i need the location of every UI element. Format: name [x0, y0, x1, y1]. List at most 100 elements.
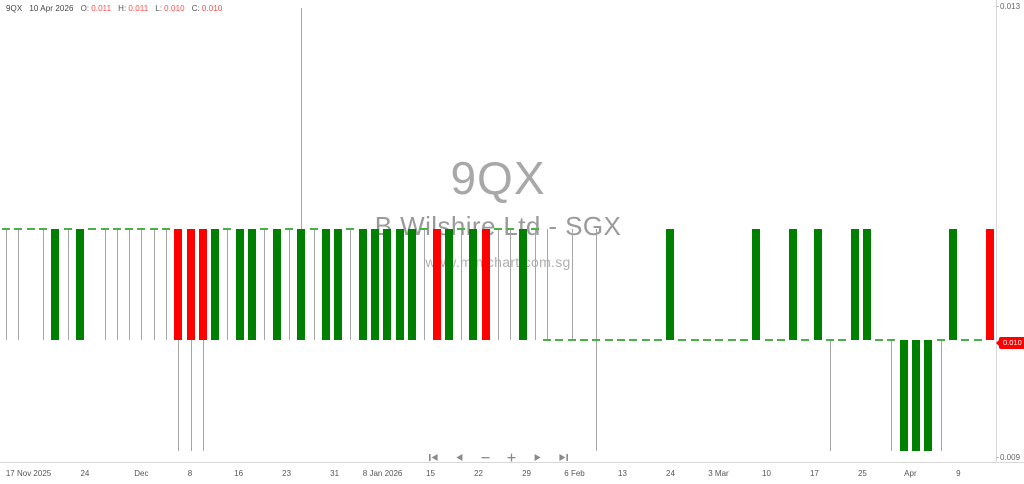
date-axis-tick: 13 [618, 469, 627, 478]
zoom-in-button[interactable] [505, 451, 518, 464]
candle-doji-tick [64, 228, 72, 231]
candle-wick [941, 340, 942, 451]
candle-doji-tick [838, 339, 846, 342]
candle-wick [314, 229, 315, 341]
candle-doji-tick [678, 339, 686, 342]
candle-wick [191, 229, 192, 451]
candle-doji-tick [715, 339, 723, 342]
candlestick-series [2, 7, 994, 451]
date-axis-tick: 24 [666, 469, 675, 478]
ohlc-open-label: O: [80, 4, 90, 13]
candle-wick [498, 229, 499, 341]
date-axis-tick: 24 [80, 469, 90, 478]
date-axis-tick: 16 [234, 469, 244, 478]
candle-doji-tick [642, 339, 650, 342]
candle-body [187, 229, 195, 341]
candle-body [949, 229, 957, 341]
date-axis-tick: 3 Mar [708, 469, 729, 478]
candle-wick [227, 229, 228, 341]
date-axis-tick: 9 [956, 469, 961, 478]
candle-doji-tick [101, 228, 109, 231]
candle-wick [424, 229, 425, 341]
candle-doji-tick [150, 228, 158, 231]
candle-wick [547, 229, 548, 341]
step-forward-button[interactable] [531, 451, 544, 464]
ohlc-readout: 9QX 10 Apr 2026 O: 0.011 H: 0.011 L: 0.010 C: 0.0… [6, 4, 222, 14]
axis-baseline [0, 462, 1024, 463]
date-axis-tick: 6 Feb [564, 469, 585, 478]
zoom-out-button[interactable] [479, 451, 492, 464]
candle-body [174, 229, 182, 341]
candle-body [851, 229, 859, 341]
price-plot-area[interactable]: 9QX B Wilshire Ltd - SGX www.minichart.c… [0, 0, 996, 462]
candle-doji-tick [420, 228, 428, 231]
play-forward-icon [532, 452, 543, 463]
price-axis-tick-label: 0.009 [1000, 453, 1021, 462]
candle-body [297, 229, 305, 341]
ohlc-symbol: 9QX [6, 4, 23, 13]
date-axis-tick: 8 [187, 469, 193, 478]
candle-doji-tick [2, 228, 10, 231]
candle-wick [203, 229, 204, 451]
date-axis-tick: Dec [134, 469, 149, 478]
date-axis-tick: 10 [762, 469, 771, 478]
ohlc-open-value: 0.011 [91, 4, 112, 13]
candle-doji-tick [113, 228, 121, 231]
candle-doji-tick [260, 228, 268, 231]
candle-body [789, 229, 797, 341]
candle-body [273, 229, 281, 341]
price-axis[interactable]: 0.013 0.009 0.010 [996, 0, 1024, 462]
candle-wick [891, 340, 892, 451]
candle-doji-tick [88, 228, 96, 231]
candle-body [863, 229, 871, 341]
skip-to-end-button[interactable] [557, 451, 570, 464]
candle-doji-tick [506, 228, 514, 231]
price-axis-tick: 0.013 [996, 2, 1021, 11]
plus-icon [506, 452, 517, 463]
step-back-button[interactable] [453, 451, 466, 464]
candle-body [322, 229, 330, 341]
ohlc-low-value: 0.010 [164, 4, 185, 13]
candle-wick [289, 229, 290, 341]
candle-doji-tick [777, 339, 785, 342]
candle-body [334, 229, 342, 341]
candle-body [76, 229, 84, 341]
candle-doji-tick [826, 339, 834, 342]
candle-doji-tick [875, 339, 883, 342]
candle-doji-tick [137, 228, 145, 231]
candle-wick [535, 229, 536, 341]
price-axis-tick-label: 0.013 [1000, 2, 1021, 11]
candle-wick [178, 229, 179, 451]
date-axis[interactable]: 17 Nov 2025 24 Dec 8 16 23 31 8 Jan 2026 15 22 29 6… [0, 463, 996, 484]
ohlc-close-label: C: [191, 4, 200, 13]
date-axis-tick: 15 [426, 469, 436, 478]
skip-back-icon [428, 452, 439, 463]
skip-to-start-button[interactable] [427, 451, 440, 464]
candle-doji-tick [654, 339, 662, 342]
candle-doji-tick [937, 339, 945, 342]
candle-doji-tick [592, 339, 600, 342]
candle-body [199, 229, 207, 341]
candle-body [396, 229, 404, 341]
date-axis-tick: 25 [857, 469, 867, 478]
date-axis-tick: 23 [282, 469, 292, 478]
candle-wick [117, 229, 118, 341]
candle-doji-tick [14, 228, 22, 231]
candle-body [752, 229, 760, 341]
minus-icon [480, 452, 491, 463]
candle-wick [43, 229, 44, 341]
date-axis-tick: 17 Nov 2025 [5, 469, 52, 478]
date-axis-tick: Apr [904, 469, 917, 478]
candle-doji-tick [162, 228, 170, 231]
date-axis-tick: 17 [809, 469, 819, 478]
candle-doji-tick [310, 228, 318, 231]
candle-body [986, 229, 994, 341]
candle-doji-tick [801, 339, 809, 342]
candle-doji-tick [605, 339, 613, 342]
ohlc-date: 10 Apr 2026 [29, 4, 74, 13]
candle-doji-tick [629, 339, 637, 342]
play-back-icon [454, 452, 465, 463]
candle-body [469, 229, 477, 341]
candle-body [51, 229, 59, 341]
